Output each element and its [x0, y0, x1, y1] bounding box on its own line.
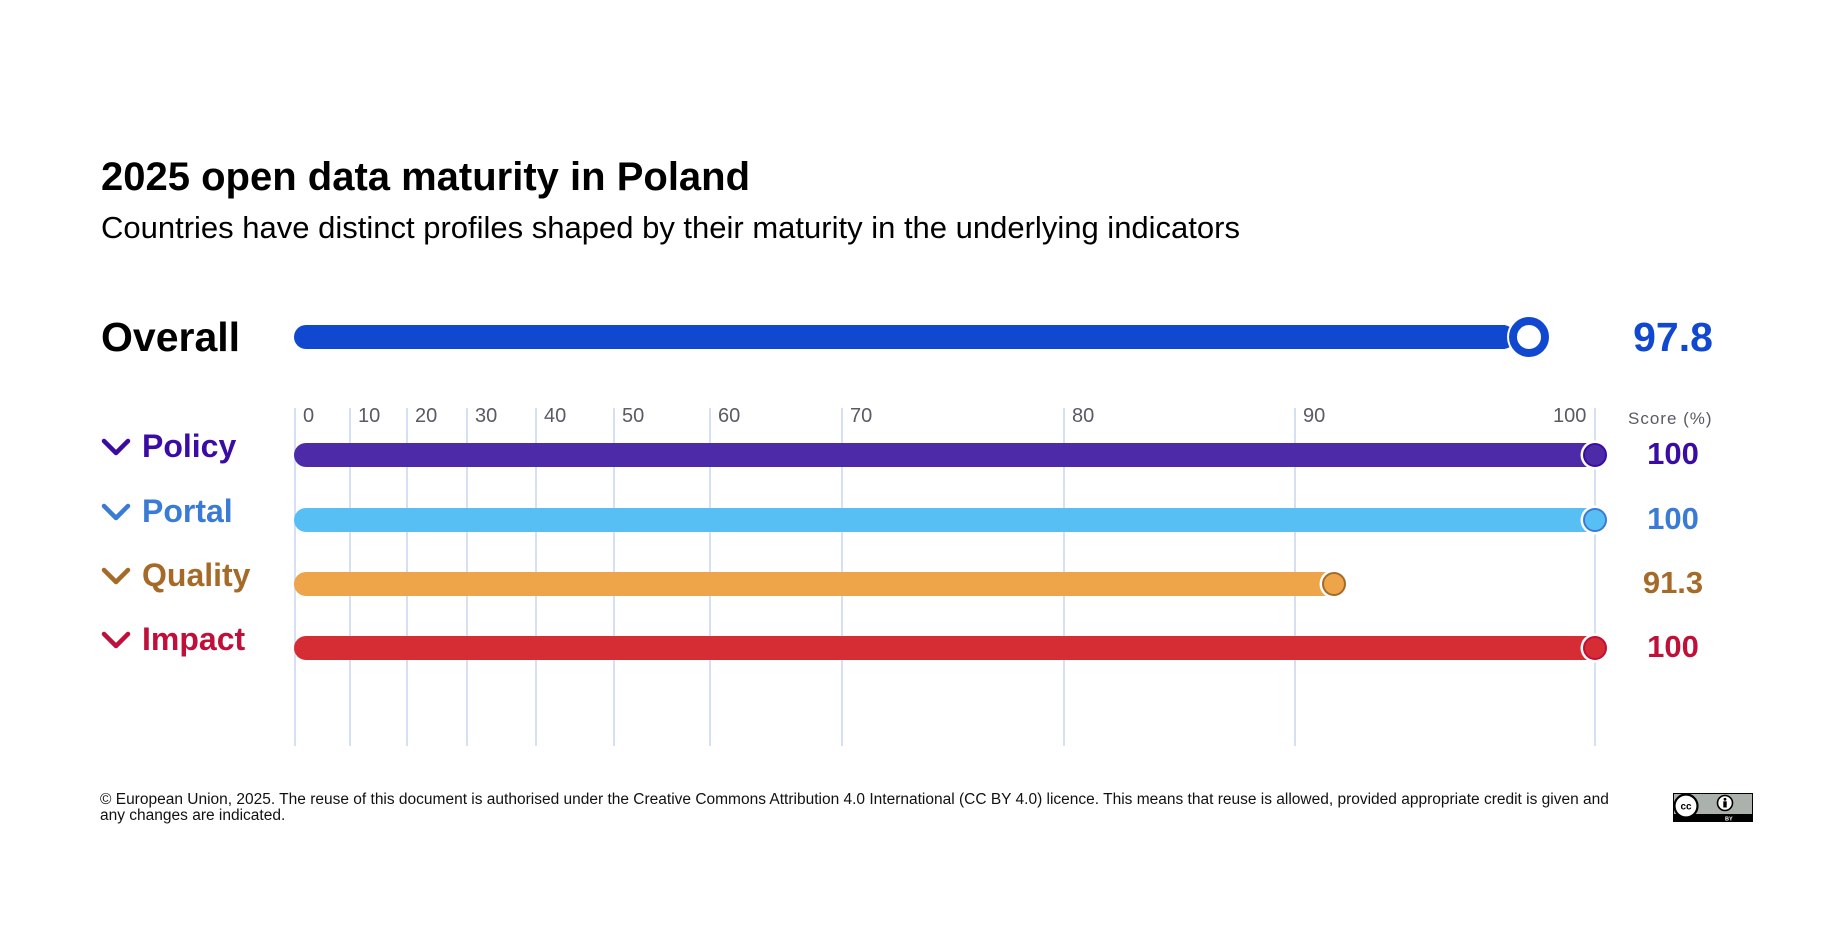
x-tick-label-90: 90 — [1303, 405, 1326, 427]
x-tick-label-50: 50 — [622, 405, 645, 427]
cc-by-license-badge: BY cc — [1673, 793, 1753, 823]
svg-text:BY: BY — [1725, 817, 1733, 823]
svg-text:cc: cc — [1680, 802, 1692, 813]
chart-title: 2025 open data maturity in Poland — [101, 155, 751, 199]
score-quality: 91.3 — [1642, 565, 1704, 600]
score-column-header: Score (%) — [1628, 409, 1713, 428]
marker-policy — [1583, 443, 1607, 467]
expand-portal-toggle[interactable]: Portal — [101, 493, 233, 530]
score-impact: 100 — [1647, 629, 1699, 664]
x-tick-label-40: 40 — [544, 405, 567, 427]
x-tick-label-60: 60 — [718, 405, 741, 427]
indicator-label: Policy — [142, 428, 237, 464]
x-tick-label-100: 100 — [1553, 405, 1587, 427]
expand-impact-toggle[interactable]: Impact — [101, 621, 245, 658]
chart-subtitle: Countries have distinct profiles shaped … — [101, 210, 1240, 245]
x-tick-label-0: 0 — [303, 405, 315, 427]
cc-by-icon: BY cc — [1673, 793, 1753, 823]
indicator-label: Impact — [142, 621, 246, 657]
x-tick-label-70: 70 — [850, 405, 873, 427]
expand-quality-toggle[interactable]: Quality — [101, 557, 250, 594]
indicator-label: Portal — [142, 493, 233, 529]
marker-quality — [1322, 572, 1346, 596]
copyright-footer: © European Union, 2025. The reuse of thi… — [100, 791, 1609, 824]
overall-bar-end — [1503, 325, 1505, 349]
x-tick-label-30: 30 — [475, 405, 498, 427]
overall-marker — [1509, 317, 1549, 357]
marker-portal — [1583, 508, 1607, 532]
score-portal: 100 — [1647, 501, 1699, 536]
indicator-label: Quality — [142, 557, 251, 593]
bars — [294, 315, 1610, 663]
chevron-down-icon — [101, 438, 131, 455]
overall-score: 97.8 — [1633, 314, 1713, 360]
marker-impact — [1583, 636, 1607, 660]
overall-label: Overall — [101, 314, 241, 360]
chevron-down-icon — [101, 567, 131, 584]
x-tick-label-10: 10 — [358, 405, 381, 427]
chevron-down-icon — [101, 503, 131, 520]
chevron-down-icon — [101, 631, 131, 648]
expand-policy-toggle[interactable]: Policy — [101, 428, 236, 465]
x-tick-label-80: 80 — [1072, 405, 1095, 427]
x-tick-label-20: 20 — [415, 405, 438, 427]
score-policy: 100 — [1647, 436, 1699, 471]
